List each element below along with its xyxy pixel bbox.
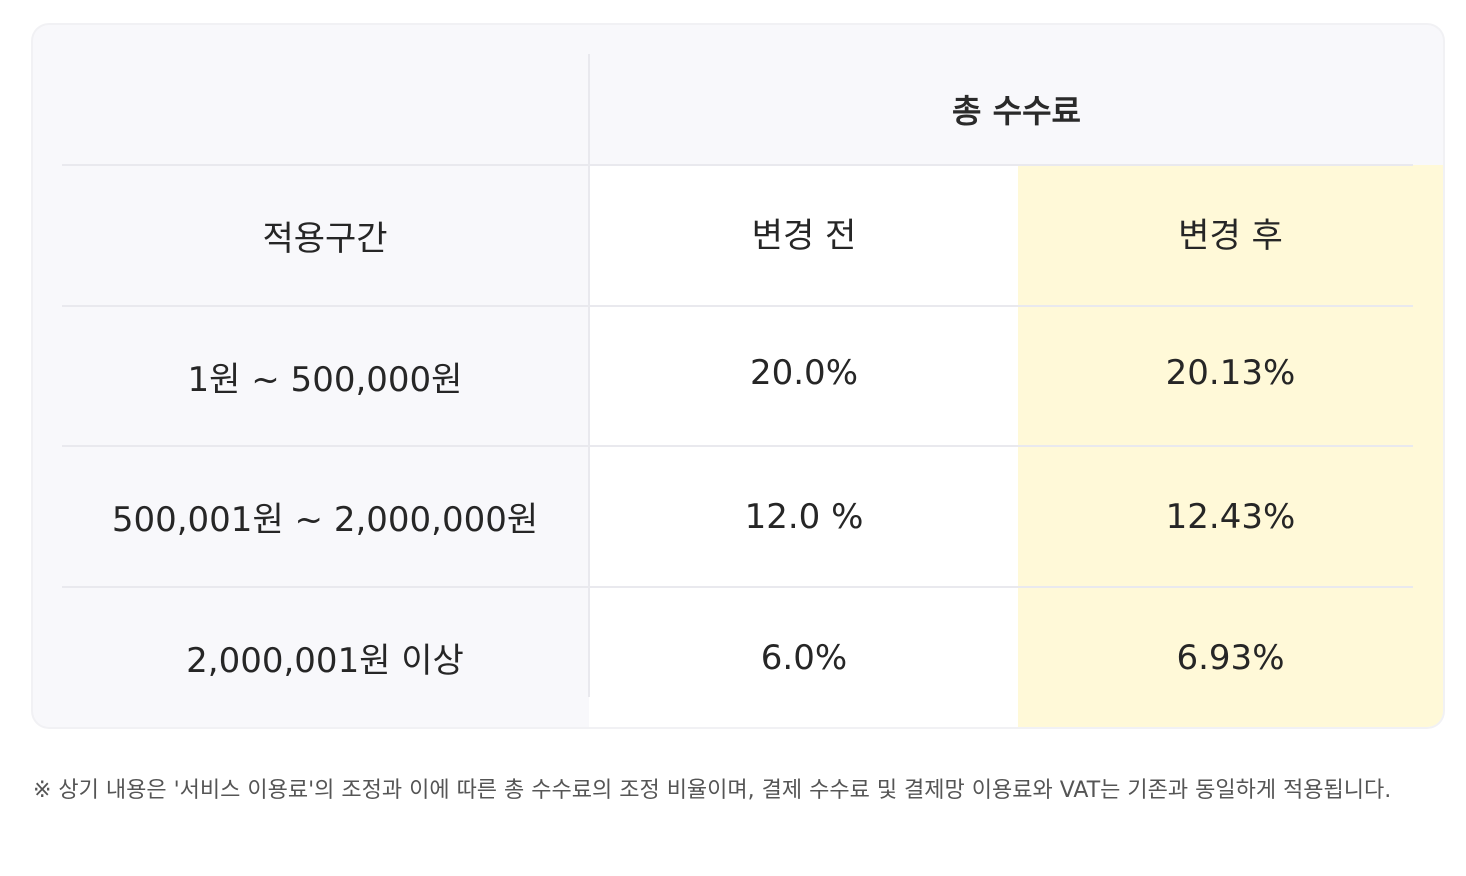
table-row-after: 20.13%	[1165, 353, 1296, 393]
row-divider	[62, 586, 1413, 588]
range-header: 적용구간	[262, 219, 388, 259]
column-divider	[588, 54, 590, 697]
fee-table: 총 수수료 적용구간 변경 전 변경 후 1원 ~ 500,000원 20.0%…	[33, 25, 1443, 727]
table-row-range: 500,001원 ~ 2,000,000원	[111, 500, 539, 540]
table-row-before: 20.0%	[749, 353, 858, 393]
footnote: ※ 상기 내용은 '서비스 이용료'의 조정과 이에 따른 총 수수료의 조정 …	[33, 778, 1392, 803]
table-row-before: 6.0%	[760, 637, 848, 678]
before-header: 변경 전	[751, 215, 857, 256]
after-header: 변경 후	[1178, 215, 1283, 256]
table-row-range: 1원 ~ 500,000원	[187, 359, 463, 400]
table-row-after: 12.43%	[1165, 496, 1296, 537]
table-row-before: 12.0 %	[744, 496, 864, 537]
table-row-range: 2,000,001원 이상	[186, 641, 464, 681]
table-row-after: 6.93%	[1176, 637, 1285, 678]
row-divider	[62, 445, 1413, 447]
total-fee-header: 총 수수료	[952, 92, 1081, 130]
row-divider	[62, 164, 1413, 166]
row-divider	[62, 305, 1413, 307]
